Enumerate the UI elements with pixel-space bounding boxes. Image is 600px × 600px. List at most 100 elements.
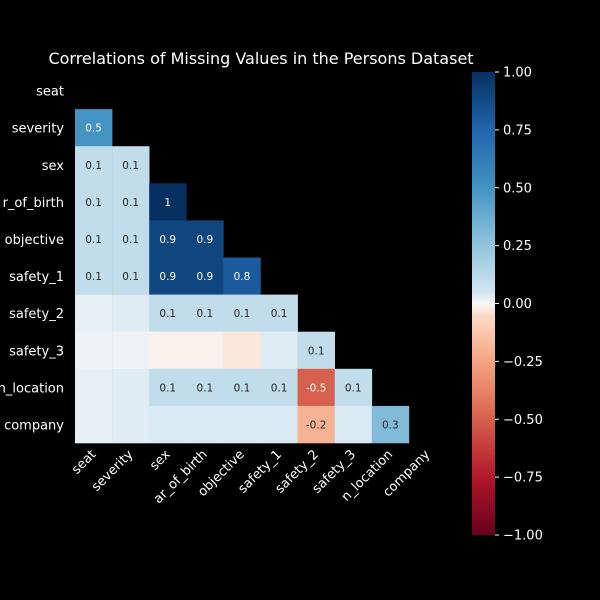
heatmap-cell-label: 0.1: [308, 345, 325, 357]
heatmap-cell: [112, 220, 150, 258]
heatmap-cell: [223, 405, 261, 444]
colorbar-tick-label: −0.25: [503, 355, 543, 370]
heatmap-cell: [297, 368, 335, 407]
heatmap-cell-label: -0.2: [306, 419, 327, 431]
column-tick-label: sex: [147, 447, 174, 474]
colorbar-tick-label: −0.50: [503, 413, 543, 428]
heatmap-cell-label: 0.9: [159, 234, 176, 246]
heatmap-cell: [75, 331, 113, 370]
heatmap-cell: [112, 405, 150, 444]
heatmap-cell: [334, 405, 373, 444]
heatmap-cell: [112, 368, 150, 407]
heatmap-cell: [75, 109, 113, 147]
heatmap-cell: [223, 257, 261, 295]
colorbar-tick-label: 0.75: [503, 123, 532, 138]
colorbar-gradient: [472, 72, 495, 535]
heatmap-cell: [112, 294, 150, 332]
colorbar-tick-label: 0.25: [503, 239, 532, 254]
colorbar-tick-label: 0.00: [503, 297, 532, 312]
heatmap-cell: [75, 220, 113, 258]
heatmap-cell: [371, 405, 410, 444]
heatmap-cell: [75, 257, 113, 295]
heatmap-cell-labels: 0.5 0.1 0.1 0.1 0.1 1 0.1 0.1 0.9 0.9 0.1 0.1 0.9 0.9…: [85, 123, 399, 432]
heatmap-cell: [149, 294, 187, 332]
heatmap-cell: [112, 146, 150, 184]
colorbar: 1.00 0.75 0.50 0.25 0.00 −0.25 −0.50 −0.75 −1.00: [472, 66, 543, 544]
heatmap-cell-label: 0.1: [271, 382, 288, 394]
heatmap-cell: [260, 294, 298, 332]
colorbar-tick-label: −1.00: [503, 529, 543, 544]
heatmap-cell-label: 0.1: [122, 271, 139, 283]
heatmap-cell-label: 0.1: [234, 308, 251, 320]
row-tick-label: n_location: [0, 381, 64, 396]
row-tick-label: severity: [12, 122, 65, 137]
heatmap-cell-label: 0.1: [345, 382, 362, 394]
row-tick-label: safety_1: [9, 270, 64, 285]
heatmap-cell: [260, 331, 298, 370]
colorbar-tick-label: 0.50: [503, 181, 532, 196]
heatmap-cell-label: 0.9: [159, 271, 176, 283]
heatmap-cell: [223, 294, 261, 332]
heatmap-cell: [297, 405, 335, 444]
row-tick-label: r_of_birth: [3, 196, 64, 211]
heatmap-cell: [260, 368, 298, 407]
heatmap-cell: [75, 146, 113, 184]
heatmap-cell: [186, 294, 224, 332]
heatmap-cell-label: 0.1: [122, 234, 139, 246]
heatmap-cell-label: 0.1: [85, 197, 102, 209]
heatmap-cell: [149, 220, 187, 258]
heatmap-cell: [75, 405, 113, 444]
heatmap-cell: [186, 257, 224, 295]
heatmap-cell: [186, 220, 224, 258]
heatmap-cell-label: 0.1: [85, 271, 102, 283]
heatmap-cell: [186, 405, 224, 444]
heatmap-cell-label: 0.9: [196, 234, 213, 246]
heatmap-cell-label: 0.1: [159, 382, 176, 394]
row-tick-label: safety_3: [9, 344, 64, 359]
heatmap-cell-label: -0.5: [306, 382, 327, 394]
column-tick-label: seat: [69, 447, 99, 477]
heatmap-cell-label: 0.1: [122, 197, 139, 209]
heatmap-cell-label: 0.1: [196, 382, 213, 394]
heatmap-cell-label: 0.1: [85, 234, 102, 246]
heatmap-cell-label: 0.5: [85, 123, 102, 135]
heatmap-cell: [149, 183, 187, 221]
row-tick-label: seat: [36, 85, 64, 100]
heatmap-cell: [260, 405, 298, 444]
heatmap-cell-label: 0.8: [234, 271, 251, 283]
heatmap-cell-label: 1: [164, 197, 171, 209]
heatmap-cell: [112, 183, 150, 221]
heatmap-cells: [75, 109, 410, 444]
colorbar-tick-label: −0.75: [503, 471, 543, 486]
heatmap-cell-label: 0.9: [196, 271, 213, 283]
heatmap-cell: [223, 368, 261, 407]
heatmap-cell: [75, 368, 113, 407]
row-tick-label: objective: [5, 233, 64, 248]
heatmap-cell: [149, 405, 187, 444]
heatmap-cell-label: 0.1: [196, 308, 213, 320]
heatmap-cell-label: 0.1: [122, 160, 139, 172]
row-tick-label: safety_2: [9, 307, 64, 322]
heatmap-cell: [297, 331, 335, 370]
heatmap-cell: [149, 331, 187, 370]
row-tick-labels: seat severity sex r_of_birth objective safety…: [0, 85, 64, 434]
heatmap-cell-label: 0.1: [234, 382, 251, 394]
heatmap-cell-label: 0.3: [382, 419, 399, 431]
row-tick-label: sex: [42, 159, 65, 174]
heatmap-cell: [75, 294, 113, 332]
heatmap-cell: [149, 368, 187, 407]
column-tick-label: severity: [89, 447, 137, 495]
heatmap-cell: [149, 257, 187, 295]
colorbar-tick-label: 1.00: [503, 66, 532, 81]
heatmap-cell-label: 0.1: [85, 160, 102, 172]
heatmap-cell-label: 0.1: [271, 308, 288, 320]
heatmap-cell: [186, 331, 224, 370]
heatmap-cell: [112, 331, 150, 370]
chart-title: Correlations of Missing Values in the Pe…: [48, 49, 473, 68]
heatmap-cell: [75, 183, 113, 221]
heatmap-cell-label: 0.1: [159, 308, 176, 320]
heatmap-cell: [223, 331, 261, 370]
row-tick-label: company: [4, 418, 64, 433]
